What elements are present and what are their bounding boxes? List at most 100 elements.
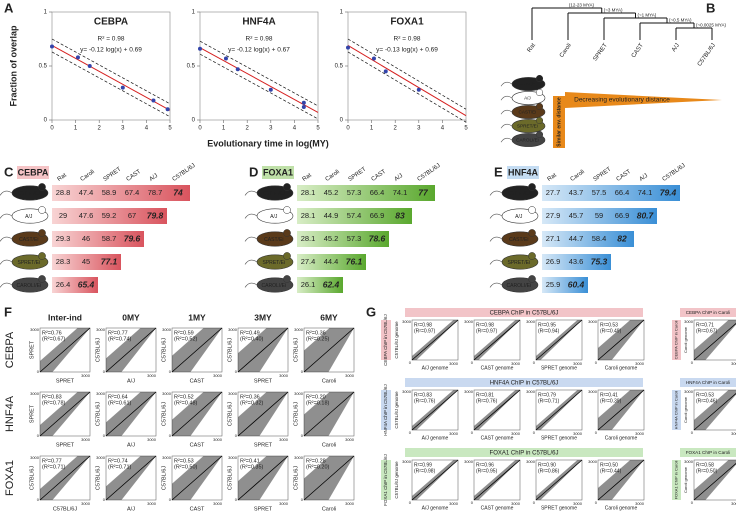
- row-label: HNF4A: [4, 395, 16, 432]
- r-squared: R²=0.58: [696, 462, 714, 468]
- row-label-box: [672, 390, 681, 430]
- cell-value: 28.8: [56, 188, 71, 197]
- cell-value: 79.4: [660, 187, 677, 197]
- strain-label: SPRET/Ei: [262, 260, 285, 266]
- tick-label: 3000: [402, 459, 412, 464]
- x-axis-label: CAST: [190, 378, 205, 384]
- data-point: [87, 64, 92, 68]
- chart-title: HNF4A: [242, 17, 275, 28]
- tick-label: 3000: [526, 459, 536, 464]
- cell-value: 77: [418, 187, 429, 197]
- tick-label: 0: [691, 360, 694, 365]
- cell-value: 44.9: [324, 211, 339, 220]
- x-axis-label: SPRET: [254, 506, 273, 512]
- cell-value: 45.2: [324, 234, 339, 243]
- section-header: [405, 308, 643, 317]
- y-axis-label: Caroli genome: [683, 326, 688, 353]
- row-label: HNF4A ChIP in C57BL/6J: [383, 384, 388, 435]
- cell-value: 28.1: [301, 211, 316, 220]
- scatter-diagonal: [597, 389, 645, 431]
- cell-value: 46: [82, 234, 90, 243]
- y-axis-label: C57BL/6J: [161, 338, 167, 362]
- x-axis-label: Caroli: [322, 506, 336, 512]
- x-tick-label: 1: [74, 126, 78, 132]
- cell-value: 82: [617, 233, 627, 243]
- tick-label: 0: [409, 430, 412, 435]
- data-point: [75, 55, 80, 60]
- cell-value: 59: [595, 211, 603, 220]
- cell-value: 28.1: [301, 188, 316, 197]
- cell-value: 25.9: [546, 280, 561, 289]
- x-tick-label: 2: [98, 126, 102, 132]
- tick-label: 3000: [228, 327, 238, 332]
- cell-value: 26.4: [56, 280, 71, 289]
- tick-label: 0: [169, 433, 172, 438]
- species-label: Rat: [527, 42, 537, 53]
- row-bar: [297, 208, 412, 224]
- tick-label: 0: [169, 497, 172, 502]
- mouse-tail: [0, 259, 13, 265]
- cell-value: 74: [173, 187, 183, 197]
- r-squared-adjusted: (R²=0.44): [600, 468, 622, 474]
- scatter-diagonal: [693, 392, 736, 431]
- r-squared-adjusted: (R²=0.67): [696, 328, 718, 334]
- mouse-ear: [535, 74, 544, 83]
- tf-name: HNF4A: [508, 167, 539, 177]
- confidence-band: [51, 38, 171, 105]
- panel-letter: A: [4, 0, 14, 15]
- mouse-tail: [244, 190, 258, 196]
- cell-value: 26.9: [546, 257, 561, 266]
- x-axis-label: A/J genome: [422, 505, 449, 511]
- cell-value: 59.2: [102, 211, 117, 220]
- tick-label: 3000: [588, 459, 598, 464]
- r-squared: R²=0.90: [538, 462, 556, 468]
- mouse-tail: [489, 190, 503, 196]
- panel-letter: F: [4, 304, 12, 319]
- tick-label: 3000: [635, 361, 645, 366]
- cell-value: 43.7: [569, 188, 584, 197]
- panel-letter: B: [706, 0, 715, 15]
- tick-label: 3000: [147, 373, 157, 378]
- tick-label: 3000: [147, 437, 157, 442]
- x-axis-label: CAST genome: [481, 435, 514, 441]
- r-squared-adjusted: (R²=0.98): [414, 468, 436, 474]
- tick-label: 3000: [81, 501, 91, 506]
- x-tick-label: 5: [316, 126, 320, 132]
- mouse-tail: [500, 137, 513, 143]
- mouse-ear: [528, 275, 536, 283]
- column-header: C57BL/6J: [417, 163, 442, 183]
- r-squared: R²=0.50: [600, 462, 618, 468]
- y-tick-label: 1: [192, 10, 196, 16]
- x-tick-label: 0: [50, 126, 54, 132]
- column-header: Inter-ind: [48, 312, 82, 322]
- data-point: [346, 45, 350, 50]
- tick-label: 3000: [81, 373, 91, 378]
- cell-value: 45.7: [569, 211, 584, 220]
- tick-label: 3000: [279, 501, 289, 506]
- mouse-tail: [0, 282, 13, 288]
- tick-label: 3000: [30, 391, 40, 396]
- x-axis-label: Caroli: [322, 442, 336, 448]
- cell-value: 47.4: [79, 188, 94, 197]
- mouse-ear: [528, 206, 536, 214]
- scatter-cloud: [694, 460, 736, 500]
- row-bar: [542, 231, 634, 247]
- mouse-ear: [535, 102, 544, 111]
- mouse-tail: [489, 259, 503, 265]
- tick-label: 3000: [573, 501, 583, 506]
- cell-value: 44.7: [569, 234, 584, 243]
- x-axis-label: A/J: [127, 442, 135, 448]
- column-header: SPRET: [103, 166, 123, 183]
- r-squared-adjusted: (R²=0.95): [476, 468, 498, 474]
- scatter-cloud: [694, 390, 736, 430]
- y-tick-label: 0: [44, 118, 48, 124]
- tick-label: 0: [103, 369, 106, 374]
- tick-label: 3000: [635, 431, 645, 436]
- strain-label: CAROLI/Ei: [16, 283, 41, 289]
- strain-label: CAST/Ei: [509, 237, 528, 243]
- x-tick-label: 3: [269, 126, 273, 132]
- tick-label: 3000: [345, 437, 355, 442]
- tick-label: 3000: [213, 437, 223, 442]
- r-squared-adjusted: (R²=0.52): [174, 336, 198, 342]
- tick-label: 3000: [731, 501, 736, 506]
